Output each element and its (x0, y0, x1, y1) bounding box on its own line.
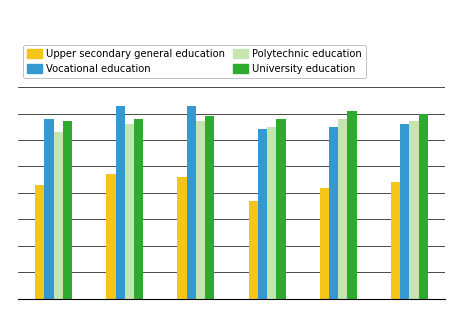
Bar (410, 122, 419, 299)
Bar (258, 129, 267, 299)
Bar (267, 127, 276, 299)
Bar (63, 122, 72, 299)
Bar (134, 119, 143, 299)
Bar (276, 119, 286, 299)
Bar (249, 201, 258, 299)
Bar (106, 174, 116, 299)
Bar (178, 177, 187, 299)
Bar (400, 124, 410, 299)
Bar (116, 106, 125, 299)
Bar (205, 116, 214, 299)
Bar (391, 182, 400, 299)
Bar (44, 119, 54, 299)
Bar (196, 122, 205, 299)
Bar (419, 114, 428, 299)
Bar (54, 132, 63, 299)
Bar (35, 185, 44, 299)
Bar (125, 124, 134, 299)
Bar (338, 119, 347, 299)
Bar (320, 188, 329, 299)
Bar (347, 111, 357, 299)
Bar (329, 127, 338, 299)
Legend: Upper secondary general education, Vocational education, Polytechnic education, : Upper secondary general education, Vocat… (23, 45, 366, 78)
Bar (187, 106, 196, 299)
